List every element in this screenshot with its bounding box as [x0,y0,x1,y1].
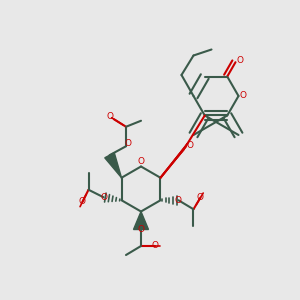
Text: O: O [137,157,145,166]
Polygon shape [105,153,122,178]
Text: O: O [79,197,86,206]
Text: O: O [236,56,244,65]
Text: O: O [107,112,114,121]
Text: O: O [197,193,204,202]
Polygon shape [160,144,187,178]
Text: O: O [151,242,158,250]
Text: O: O [100,193,107,202]
Text: O: O [137,225,145,234]
Text: O: O [125,139,132,148]
Text: O: O [186,141,193,150]
Text: O: O [239,92,247,100]
Text: O: O [175,196,182,205]
Polygon shape [134,212,148,230]
